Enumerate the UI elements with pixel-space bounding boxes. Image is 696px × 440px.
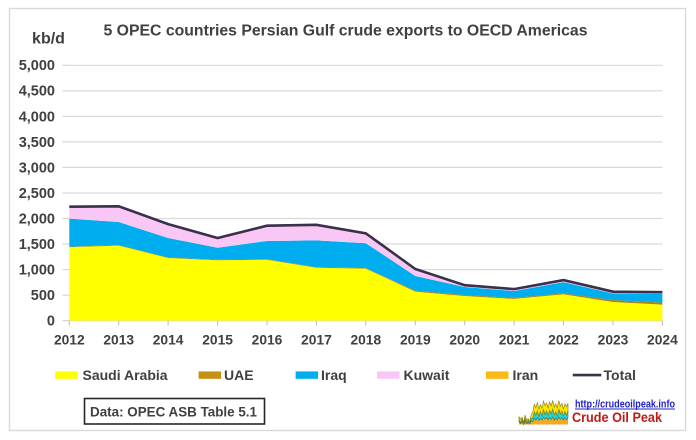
svg-text:Kuwait: Kuwait <box>404 367 450 383</box>
svg-text:http://crudeoilpeak.info: http://crudeoilpeak.info <box>575 398 675 410</box>
svg-text:2021: 2021 <box>499 332 530 347</box>
svg-text:2016: 2016 <box>252 332 283 347</box>
svg-text:UAE: UAE <box>224 367 254 383</box>
svg-text:Iran: Iran <box>513 367 539 383</box>
svg-text:2015: 2015 <box>202 332 233 347</box>
svg-text:500: 500 <box>31 288 55 304</box>
svg-text:2018: 2018 <box>350 332 381 347</box>
svg-text:Crude Oil Peak: Crude Oil Peak <box>572 410 662 425</box>
svg-text:2020: 2020 <box>449 332 480 347</box>
svg-text:0: 0 <box>47 314 55 330</box>
svg-text:2024: 2024 <box>647 332 678 347</box>
svg-text:2019: 2019 <box>400 332 431 347</box>
svg-text:2023: 2023 <box>598 332 629 347</box>
svg-text:Saudi Arabia: Saudi Arabia <box>83 367 168 383</box>
svg-text:3,500: 3,500 <box>19 135 55 151</box>
svg-text:Iraq: Iraq <box>321 367 347 383</box>
svg-text:3,000: 3,000 <box>19 160 55 176</box>
svg-text:4,000: 4,000 <box>19 109 55 125</box>
svg-text:2012: 2012 <box>54 332 85 347</box>
svg-text:1,000: 1,000 <box>19 263 55 279</box>
svg-text:Total: Total <box>604 367 636 383</box>
svg-text:2,000: 2,000 <box>19 211 55 227</box>
svg-text:2017: 2017 <box>301 332 332 347</box>
svg-text:2022: 2022 <box>548 332 579 347</box>
svg-text:2,500: 2,500 <box>19 186 55 202</box>
svg-text:2013: 2013 <box>103 332 134 347</box>
svg-text:Data: OPEC ASB Table 5.1: Data: OPEC ASB Table 5.1 <box>90 404 257 420</box>
svg-text:2014: 2014 <box>153 332 184 347</box>
svg-text:5,000: 5,000 <box>19 58 55 74</box>
svg-text:5 OPEC countries Persian Gulf: 5 OPEC countries Persian Gulf crude expo… <box>104 23 588 40</box>
svg-text:1,500: 1,500 <box>19 237 55 253</box>
svg-text:4,500: 4,500 <box>19 84 55 100</box>
svg-text:kb/d: kb/d <box>32 31 65 48</box>
